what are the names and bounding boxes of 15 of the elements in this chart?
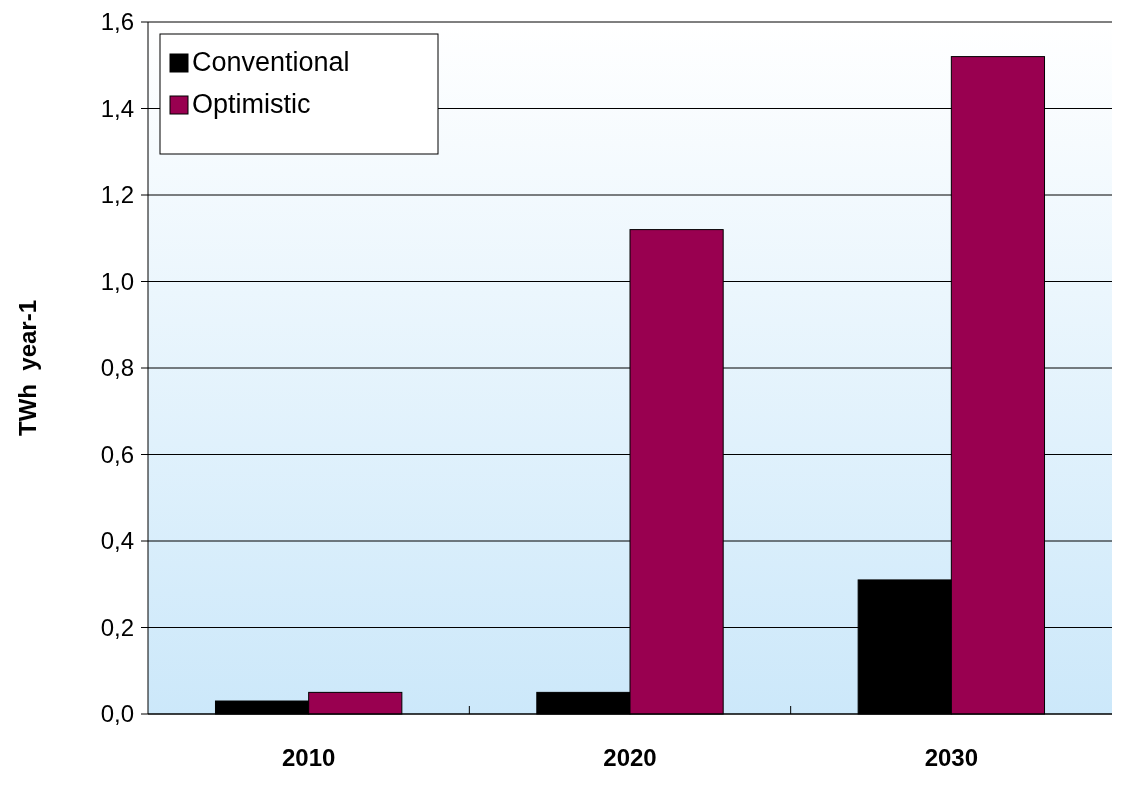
y-tick-label: 0,6 <box>100 440 134 468</box>
y-tick-label: 0,8 <box>100 354 134 382</box>
y-tick-label: 1,0 <box>100 267 134 295</box>
legend-label: Optimistic <box>192 89 311 119</box>
y-tick-label: 0,2 <box>100 613 134 641</box>
y-tick-label: 0,0 <box>100 700 134 728</box>
y-tick-label: 1,2 <box>100 181 134 209</box>
y-tick-label: 1,6 <box>100 8 134 36</box>
x-tick-label: 2030 <box>924 744 979 771</box>
y-tick-label: 0,4 <box>100 527 134 555</box>
y-axis-title: TWh year-1 <box>14 299 41 437</box>
x-tick-label: 2020 <box>603 744 657 771</box>
x-tick-label: 2010 <box>281 744 336 771</box>
y-tick-label: 1,4 <box>100 94 134 122</box>
legend-label: Conventional <box>192 47 350 77</box>
